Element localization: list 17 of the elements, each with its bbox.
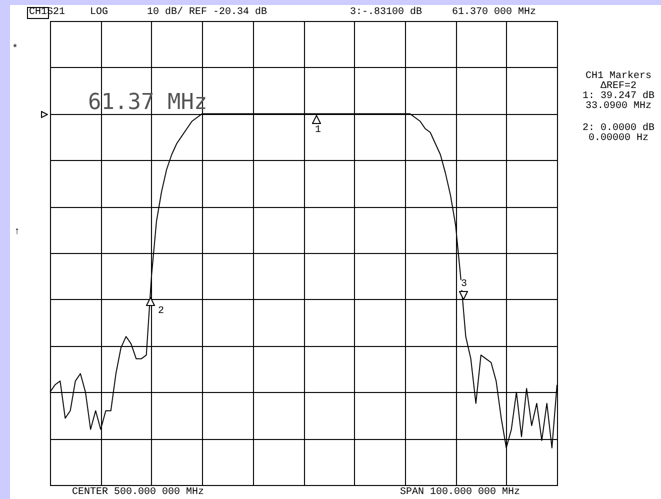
text: * [12,44,18,55]
annotation: 3 [460,279,468,290]
text: ↑ [14,227,20,238]
annotation: 1 [314,125,322,136]
text: SPAN 100.000 000 MHz [400,487,520,498]
text: 10 dB/ REF -20.34 dB [147,7,268,18]
text: CENTER 500.000 000 MHz [72,487,204,498]
text: 33.0900 MHz [584,101,652,112]
text: ΔREF=2 [599,81,638,92]
text: 0.00000 Hz [587,133,650,144]
text: 61.370 000 MHz [452,7,536,18]
text: LOG [90,7,108,18]
text: CH1 Markers [584,71,652,82]
annotation: 2 [157,306,166,317]
text: 1: 39.247 dB [581,91,656,102]
text: 2: 0.0000 dB [581,123,656,134]
text: 3:-.83100 dB [350,7,422,18]
